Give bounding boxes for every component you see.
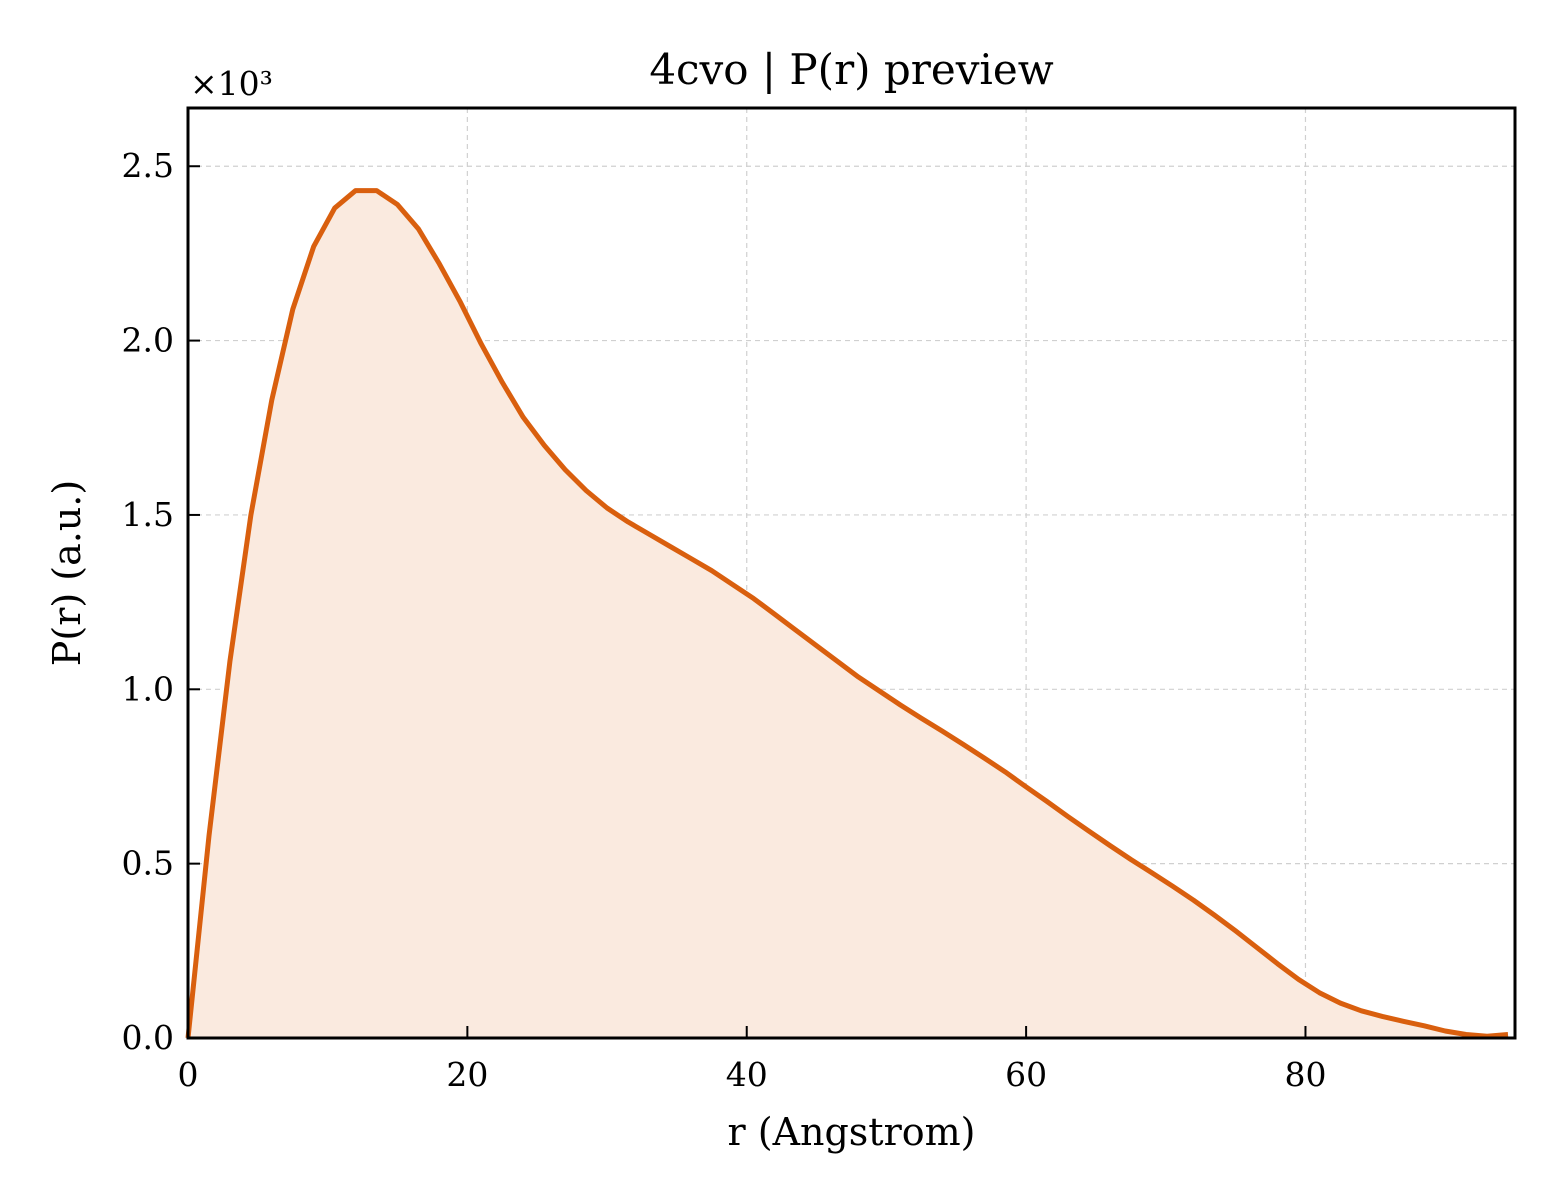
y-tick-label: 2.0 bbox=[122, 321, 174, 360]
plot-frame bbox=[186, 106, 1517, 1040]
y-multiplier-label: ×10³ bbox=[190, 64, 273, 103]
tick-layer: 0 20 40 60 80 0.0 0.5 1.0 1.5 2.0 2.5 bbox=[122, 146, 1327, 1094]
y-tick-label: 1.0 bbox=[122, 669, 174, 708]
pr-area-fill bbox=[188, 190, 1508, 1039]
x-tick-label: 20 bbox=[446, 1055, 488, 1094]
x-tick-label: 80 bbox=[1284, 1055, 1326, 1094]
y-tick-label: 0.0 bbox=[122, 1018, 174, 1057]
pr-series-line bbox=[185, 188, 1509, 1039]
y-axis-label: P(r) (a.u.) bbox=[45, 480, 89, 666]
x-axis-label: r (Angstrom) bbox=[728, 1110, 976, 1154]
x-tick-label: 40 bbox=[726, 1055, 768, 1094]
x-tick-label: 0 bbox=[178, 1055, 199, 1094]
x-tick-label: 60 bbox=[1005, 1055, 1047, 1094]
y-tick-label: 1.5 bbox=[122, 495, 174, 534]
y-tick-label: 0.5 bbox=[122, 844, 174, 883]
y-tick-label: 2.5 bbox=[122, 146, 174, 185]
chart-title: 4cvo | P(r) preview bbox=[649, 45, 1053, 94]
